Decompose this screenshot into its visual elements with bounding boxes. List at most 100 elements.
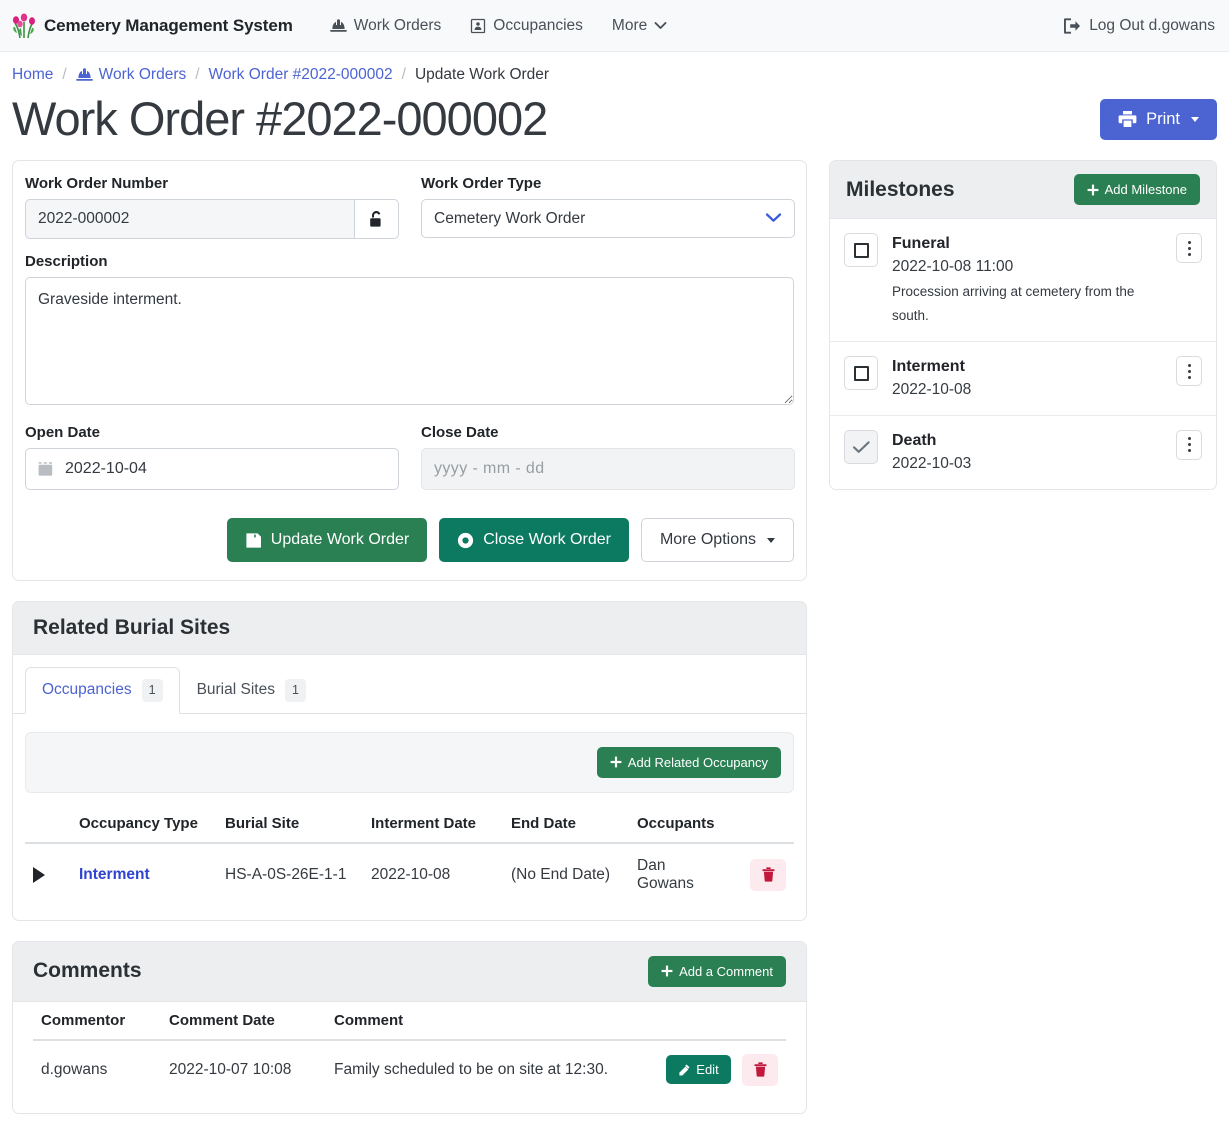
occupancies-col-burial-site: Burial Site [217,804,363,844]
add-related-occupancy-button[interactable]: Add Related Occupancy [596,746,781,778]
breadcrumb-separator: / [195,66,200,83]
work-order-number-input[interactable] [25,199,354,240]
tab-burial-sites-badge: 1 [284,679,306,702]
vertical-dots-icon [1187,240,1191,244]
plus-icon [610,756,622,768]
comment-commentor-cell: d.gowans [41,1060,108,1078]
more-options-button[interactable]: More Options [640,518,794,563]
milestone-checkbox[interactable] [844,356,878,391]
add-related-occupancy-label: Add Related Occupancy [627,754,768,770]
update-work-order-label: Update Work Order [270,531,410,549]
description-label: Description [25,253,108,271]
triangle-right-icon[interactable] [33,866,45,883]
logout-label: Log Out d.gowans [1089,16,1215,34]
comments-table-head: Commentor Comment Date Comment [33,1001,786,1041]
update-work-order-button[interactable]: Update Work Order [226,518,428,563]
trash-icon [754,1062,767,1077]
printer-icon [1118,110,1137,128]
occupancy-burial-site-cell: HS-A-0S-26E-1-1 [225,865,347,883]
edit-comment-label: Edit [696,1062,719,1078]
occupancy-type-cell: Interment [71,843,217,906]
breadcrumb-separator: / [401,66,406,83]
nav-item-occupancies-label: Occupancies [493,16,583,34]
nav-item-work-orders[interactable]: Work Orders [317,10,455,42]
comment-text-cell: Family scheduled to be on site at 12:30. [334,1060,608,1078]
occupancy-actions-cell [724,843,794,906]
nav-item-work-orders-label: Work Orders [353,16,442,34]
delete-occupancy-button[interactable] [750,858,786,891]
add-milestone-label: Add Milestone [1104,182,1187,198]
logout-icon [1063,17,1081,34]
breadcrumb-item-work-order[interactable]: Work Order #2022-000002 [208,66,393,83]
breadcrumb-item-work-orders-label: Work Orders [98,66,187,83]
related-burial-sites-header: Related Burial Sites [13,602,806,656]
checkmark-icon [852,440,871,454]
breadcrumb-item-home[interactable]: Home [12,66,54,83]
comments-table-wrap: Commentor Comment Date Comment d.gowans … [13,1001,806,1113]
milestone-menu-button[interactable] [1176,429,1202,460]
occupancies-col-interment-date: Interment Date [363,804,503,844]
vertical-dots-icon [1187,375,1191,379]
milestone-menu-button[interactable] [1176,233,1202,264]
print-button[interactable]: Print [1100,98,1217,140]
close-date-input[interactable]: yyyy - mm - dd [421,448,795,491]
field-close-date: Close Date yyyy - mm - dd [421,424,795,491]
top-navbar: Cemetery Management System Work Orders O… [0,0,1229,52]
vertical-dots-icon [1187,252,1191,256]
close-date-label: Close Date [421,424,499,442]
work-order-type-select[interactable]: Cemetery Work Order [421,199,795,239]
open-date-input[interactable]: 2022-10-04 [25,448,399,491]
milestone-date: 2022-10-03 [892,454,972,472]
nav-items: Work Orders Occupancies More [317,10,681,42]
occupancy-expander-cell [25,843,71,906]
brand-link[interactable]: Cemetery Management System [12,13,293,39]
breadcrumb-item-work-orders[interactable]: Work Orders [75,66,187,84]
milestone-checkbox[interactable] [844,429,878,464]
add-comment-button[interactable]: Add a Comment [648,955,786,987]
breadcrumb-item-current: Update Work Order [414,66,550,83]
close-work-order-button[interactable]: Close Work Order [439,518,629,563]
add-milestone-button[interactable]: Add Milestone [1073,174,1200,206]
comments-header: Comments Add a Comment [13,941,806,1002]
work-order-form-card: Work Order Number [12,160,807,582]
comments-col-commentor: Commentor [33,1001,161,1041]
occupancy-occupants-cell: Dan Gowans [637,856,694,892]
work-order-form: Work Order Number [13,161,806,512]
save-icon [245,532,262,549]
add-comment-label: Add a Comment [679,963,773,979]
work-order-type-select-wrap: Cemetery Work Order [421,199,795,239]
comments-header-row: Commentor Comment Date Comment [33,1001,786,1041]
occupancy-end-date-cell: (No End Date) [511,865,611,883]
occupancy-type-link[interactable]: Interment [79,865,150,883]
comments-table-body: d.gowans 2022-10-07 10:08 Family schedul… [33,1040,786,1099]
page-header: Work Order #2022-000002 Print [0,90,1229,160]
more-options-label: More Options [659,531,756,549]
edit-comment-button[interactable]: Edit [666,1055,731,1085]
tab-occupancies[interactable]: Occupancies 1 [25,667,180,714]
occupancies-toolbar: Add Related Occupancy [25,731,794,793]
nav-item-more[interactable]: More [599,10,680,42]
tulips-logo-icon [12,13,36,39]
field-work-order-type: Work Order Type Cemetery Work Order [421,175,795,239]
brand-title: Cemetery Management System [44,15,293,35]
logout-button[interactable]: Log Out d.gowans [1063,17,1215,35]
work-order-number-lock-button[interactable] [353,199,399,240]
nav-item-occupancies[interactable]: Occupancies [457,10,596,42]
description-textarea[interactable]: Graveside interment. [25,277,794,406]
field-open-date: Open Date 2022-10-04 [25,424,399,491]
milestone-body: Interment 2022-10-08 [892,356,1162,401]
occupancies-col-occupancy-type: Occupancy Type [71,804,217,844]
delete-comment-button[interactable] [742,1053,778,1086]
occupancies-table-wrap: Occupancy Type Burial Site Interment Dat… [13,804,806,920]
table-row: d.gowans 2022-10-07 10:08 Family schedul… [33,1040,786,1099]
tab-burial-sites[interactable]: Burial Sites 1 [180,667,323,714]
milestone-menu-button[interactable] [1176,356,1202,387]
occupancies-table-body: Interment HS-A-0S-26E-1-1 2022-10-08 (No… [25,843,794,906]
chevron-down-icon [654,21,667,30]
trash-icon [762,867,775,882]
comment-actions-cell: Edit [658,1040,786,1099]
milestone-checkbox[interactable] [844,233,878,268]
pencil-icon [678,1064,690,1076]
plus-icon [661,965,673,977]
milestone-item-interment: Interment 2022-10-08 [830,342,1216,416]
